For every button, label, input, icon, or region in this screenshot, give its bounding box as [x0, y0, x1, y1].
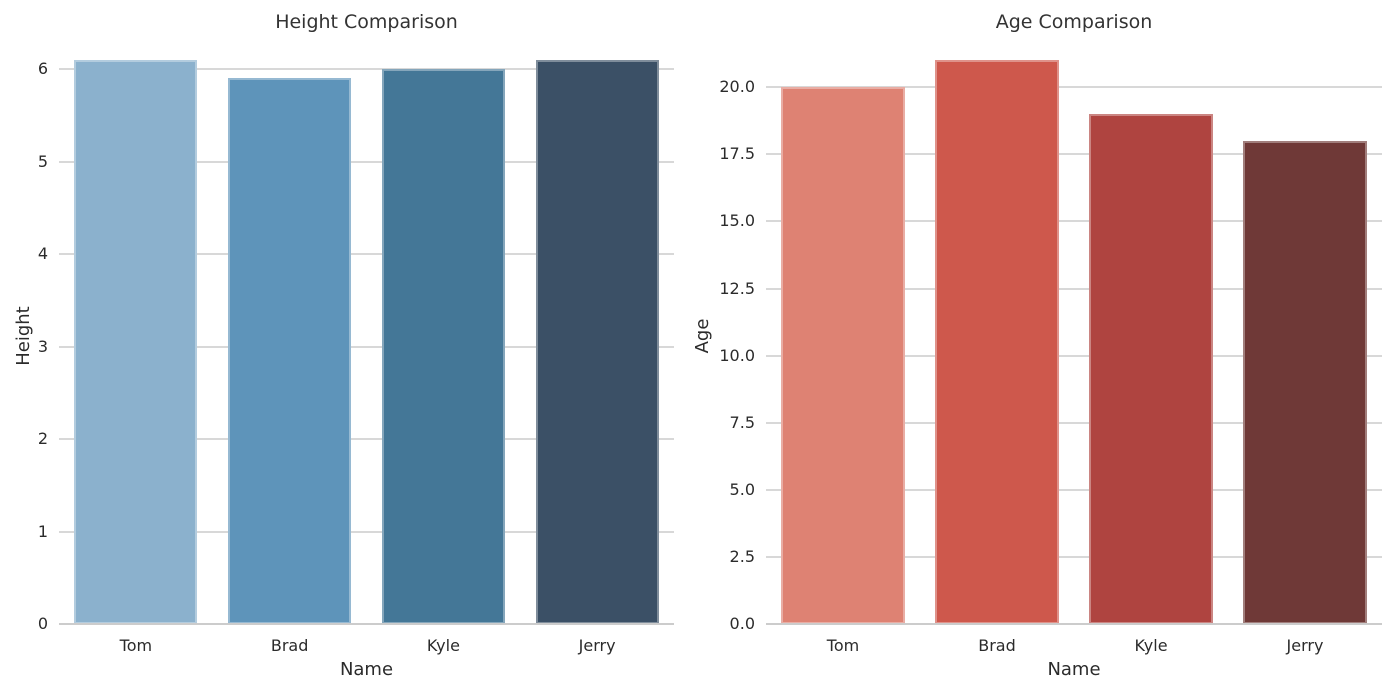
gridline-y5.0: [766, 488, 1382, 491]
y-tick-label: 4: [37, 244, 48, 264]
x-axis-label: Name: [339, 659, 394, 680]
y-tick-label: 3: [37, 336, 48, 356]
gridline-y12.5: [766, 287, 1382, 290]
x-tick-label-tom: Tom: [119, 636, 153, 655]
gridline-y4: [59, 253, 674, 256]
x-tick-label-jerry: Jerry: [578, 636, 616, 655]
bar-tom: [74, 59, 198, 624]
x-tick-label-kyle: Kyle: [426, 636, 460, 655]
bar-kyle: [381, 69, 505, 624]
y-tick-label: 6: [37, 59, 48, 79]
bar-tom: [781, 87, 905, 624]
y-axis-label: Height: [13, 305, 34, 366]
y-tick-label: 0: [37, 614, 48, 633]
y-axis-label: Age: [692, 318, 713, 353]
gridline-y5: [59, 160, 674, 163]
y-tick-label: 2: [37, 429, 48, 449]
y-tick-label: 5: [37, 151, 48, 171]
x-tick-label-tom: Tom: [826, 636, 860, 655]
y-tick-label: 10.0: [719, 345, 755, 365]
x-tick-label-jerry: Jerry: [1286, 636, 1324, 655]
x-axis-label: Name: [1047, 659, 1101, 680]
gridline-y1: [59, 530, 674, 533]
y-tick-label: 0.0: [729, 614, 755, 633]
y-tick-label: 2.5: [729, 546, 755, 566]
y-tick-label: 17.5: [719, 144, 755, 164]
bar-kyle: [1089, 114, 1213, 624]
bar-brad: [228, 78, 352, 624]
x-axis-line: [766, 623, 1382, 625]
chart-title: Height Comparison: [275, 11, 458, 33]
bar-jerry: [1243, 140, 1367, 624]
y-tick-label: 1: [37, 521, 48, 541]
x-tick-label-brad: Brad: [978, 636, 1016, 655]
y-tick-label: 12.5: [719, 278, 755, 298]
gridline-y2: [59, 438, 674, 441]
gridline-y3: [59, 345, 674, 348]
gridline-y17.5: [766, 153, 1382, 156]
y-tick-label: 5.0: [729, 479, 755, 499]
gridline-y10.0: [766, 354, 1382, 357]
chart-title: Age Comparison: [995, 11, 1153, 33]
gridline-y7.5: [766, 421, 1382, 424]
gridline-y6: [59, 68, 674, 71]
y-tick-label: 15.0: [719, 211, 755, 231]
x-tick-label-brad: Brad: [270, 636, 309, 655]
gridline-y20.0: [766, 86, 1382, 89]
y-tick-label: 7.5: [729, 412, 755, 432]
x-axis-line: [59, 623, 674, 625]
gridline-y15.0: [766, 220, 1382, 223]
bar-jerry: [535, 59, 659, 624]
y-tick-label: 20.0: [719, 77, 755, 97]
gridline-y2.5: [766, 555, 1382, 558]
x-tick-label-kyle: Kyle: [1134, 636, 1168, 655]
bar-brad: [935, 60, 1059, 624]
